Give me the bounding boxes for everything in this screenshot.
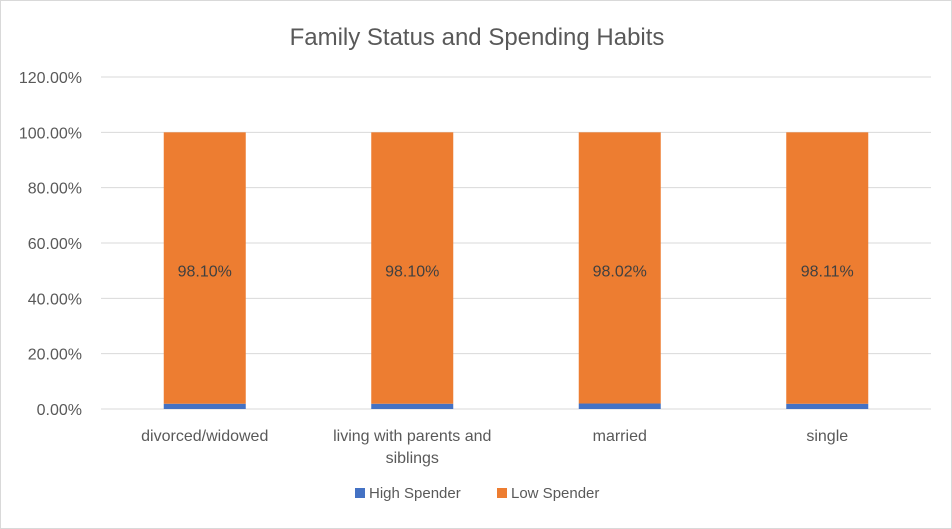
legend-swatch <box>497 488 507 498</box>
x-category-label: single <box>806 428 848 445</box>
bar-high-spender <box>163 403 246 409</box>
data-label: 98.10% <box>178 264 232 281</box>
y-tick-label: 40.00% <box>28 291 82 308</box>
bar-low-spender <box>578 132 661 404</box>
data-label: 98.11% <box>801 264 854 281</box>
bar-high-spender <box>578 403 661 409</box>
data-labels: 98.10% 98.10% 98.02% 98.11% <box>178 264 854 281</box>
bar-low-spender <box>163 132 246 404</box>
y-tick-label: 60.00% <box>28 236 82 253</box>
chart-title: Family Status and Spending Habits <box>290 24 665 51</box>
y-tick-label: 120.00% <box>19 70 82 87</box>
data-label: 98.02% <box>593 264 647 281</box>
data-label: 98.10% <box>385 264 439 281</box>
y-axis-ticks: 0.00% 20.00% 40.00% 60.00% 80.00% 100.00% 120.… <box>19 70 82 419</box>
x-category-label: siblings <box>386 450 439 467</box>
y-tick-label: 0.00% <box>37 402 82 419</box>
legend: High Spender Low Spender <box>355 485 599 502</box>
x-category-label: married <box>593 428 647 445</box>
y-tick-label: 80.00% <box>28 181 82 198</box>
x-axis-categories: divorced/widowed living with parents and s… <box>141 428 848 467</box>
x-category-label: living with parents and <box>333 428 491 445</box>
legend-swatch <box>355 488 365 498</box>
bar-low-spender <box>786 132 869 404</box>
x-category-label: divorced/widowed <box>141 428 268 445</box>
bar-high-spender <box>371 403 454 409</box>
legend-label: High Spender <box>369 485 461 502</box>
y-tick-label: 20.00% <box>28 347 82 364</box>
bar-low-spender <box>371 132 454 404</box>
y-tick-label: 100.00% <box>19 125 82 142</box>
bar-high-spender <box>786 403 869 409</box>
legend-label: Low Spender <box>511 485 599 502</box>
bars <box>163 132 869 409</box>
